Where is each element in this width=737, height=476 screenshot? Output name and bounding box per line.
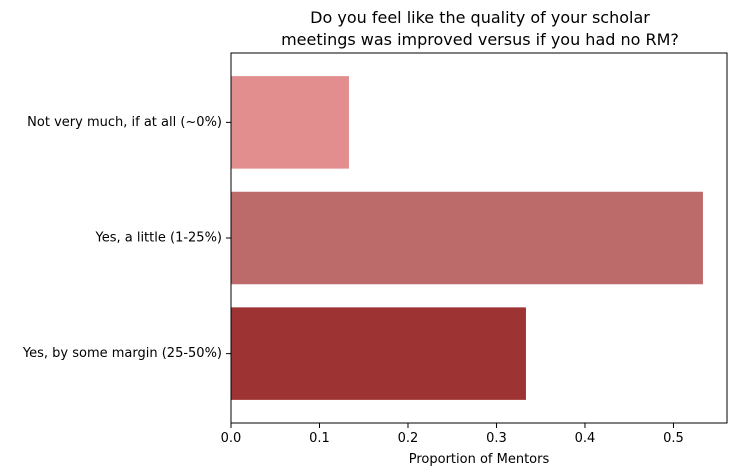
x-tick-label: 0.0 [221, 431, 242, 446]
y-ticks-layer: Not very much, if at all (~0%) Yes, a lit… [22, 115, 231, 361]
y-tick-label: Not very much, if at all (~0%) [27, 115, 222, 130]
x-tick-label: 0.3 [486, 431, 507, 446]
chart-title-line-1: Do you feel like the quality of your sch… [310, 8, 650, 27]
x-tick-label: 0.1 [309, 431, 330, 446]
x-tick-label: 0.2 [398, 431, 419, 446]
chart-title-line-2: meetings was improved versus if you had … [281, 30, 679, 49]
bars-layer [231, 76, 703, 400]
bar [231, 76, 349, 169]
x-tick-label: 0.5 [663, 431, 684, 446]
y-tick-label: Yes, a little (1-25%) [94, 231, 222, 246]
y-tick-label: Yes, by some margin (25-50%) [22, 346, 222, 361]
bar [231, 191, 703, 285]
chart-title: Do you feel like the quality of your sch… [281, 8, 679, 49]
x-tick-label: 0.4 [575, 431, 596, 446]
bar [231, 307, 526, 400]
x-axis-label: Proportion of Mentors [409, 452, 550, 467]
x-ticks-layer: 0.0 0.1 0.2 0.3 0.4 0.5 [221, 423, 684, 446]
